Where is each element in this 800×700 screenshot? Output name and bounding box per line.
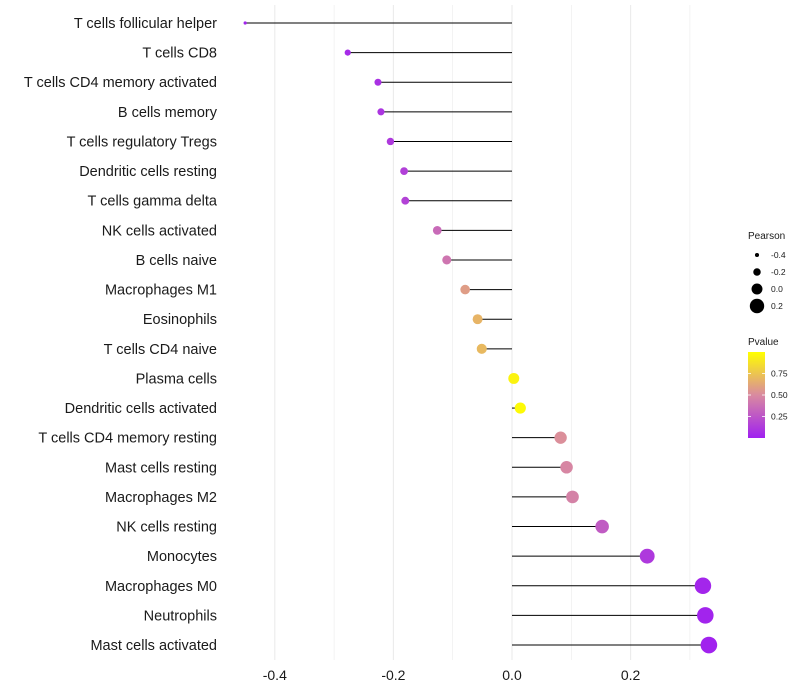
color-legend-label: 0.25 — [771, 412, 788, 422]
size-legend-key — [754, 252, 760, 258]
color-legend-bar — [748, 352, 765, 438]
lollipop-point — [566, 490, 579, 504]
size-legend-label: 0.0 — [771, 284, 783, 294]
lollipop-point — [432, 225, 442, 235]
gridlines — [274, 5, 691, 660]
lollipop-point — [560, 461, 573, 474]
x-tick-label: -0.4 — [263, 667, 287, 683]
category-label: T cells follicular helper — [74, 16, 217, 32]
category-label: NK cells resting — [116, 520, 217, 536]
category-label: Macrophages M1 — [105, 283, 217, 299]
points — [243, 21, 718, 654]
category-label: T cells CD4 memory resting — [38, 431, 217, 447]
lollipop-point — [476, 343, 487, 354]
size-legend-key — [753, 268, 761, 276]
color-legend-label: 0.75 — [771, 369, 788, 379]
lollipop-point — [401, 196, 410, 205]
lollipop-point — [639, 548, 655, 564]
lollipop-point — [386, 137, 395, 146]
color-legend-title: Pvalue — [748, 337, 779, 348]
category-label: Dendritic cells activated — [65, 401, 217, 417]
category-label: T cells CD4 naive — [104, 342, 217, 358]
lollipop-point — [344, 49, 351, 56]
x-tick-label: -0.2 — [381, 667, 405, 683]
size-legend: Pearson -0.4 -0.2 0.0 0.2 — [748, 231, 786, 314]
category-label: NK cells activated — [102, 223, 217, 239]
category-label: Mast cells resting — [105, 460, 217, 476]
lollipop-point — [442, 255, 452, 265]
size-legend-label: -0.4 — [771, 250, 786, 260]
category-label: T cells gamma delta — [88, 194, 218, 210]
lollipop-point — [508, 372, 520, 384]
color-legend-label: 0.50 — [771, 390, 788, 400]
category-label: Mast cells activated — [90, 638, 217, 654]
category-label: B cells memory — [118, 105, 218, 121]
lollipop-point — [400, 167, 408, 176]
size-legend-label: -0.2 — [771, 267, 786, 277]
lollipop-point — [700, 636, 718, 654]
x-tick-label: 0.0 — [502, 667, 522, 683]
category-label: Eosinophils — [143, 312, 217, 328]
category-label: Dendritic cells resting — [79, 164, 217, 180]
lollipop-point — [514, 402, 526, 414]
size-legend-title: Pearson — [748, 231, 785, 242]
lollipop-point — [377, 108, 385, 116]
size-legend-label: 0.2 — [771, 301, 783, 311]
lollipop-point — [460, 284, 470, 295]
category-label: Neutrophils — [144, 608, 217, 624]
category-label: T cells CD8 — [142, 46, 217, 62]
x-axis-ticks: -0.4 -0.2 0.0 0.2 — [263, 667, 641, 683]
category-label: Monocytes — [147, 549, 217, 565]
size-legend-key — [751, 283, 763, 295]
category-label: T cells regulatory Tregs — [67, 134, 217, 150]
category-label: T cells CD4 memory activated — [24, 75, 217, 91]
x-tick-label: 0.2 — [621, 667, 641, 683]
category-labels: T cells follicular helper T cells CD8 T ce… — [24, 16, 218, 654]
lollipop-point — [554, 431, 567, 444]
lollipop-point — [694, 577, 712, 595]
category-label: Macrophages M2 — [105, 490, 217, 506]
category-label: Macrophages M0 — [105, 579, 217, 595]
lollipop-point — [697, 607, 714, 624]
size-legend-key — [749, 298, 765, 314]
category-label: B cells naive — [136, 253, 217, 269]
category-label: Plasma cells — [136, 371, 217, 387]
lollipop-point — [243, 21, 247, 25]
segments — [245, 22, 709, 646]
lollipop-point — [374, 78, 382, 86]
lollipop-point — [595, 519, 609, 534]
lollipop-point — [472, 314, 483, 325]
color-legend: Pvalue 0.75 0.50 0.25 — [748, 337, 788, 438]
